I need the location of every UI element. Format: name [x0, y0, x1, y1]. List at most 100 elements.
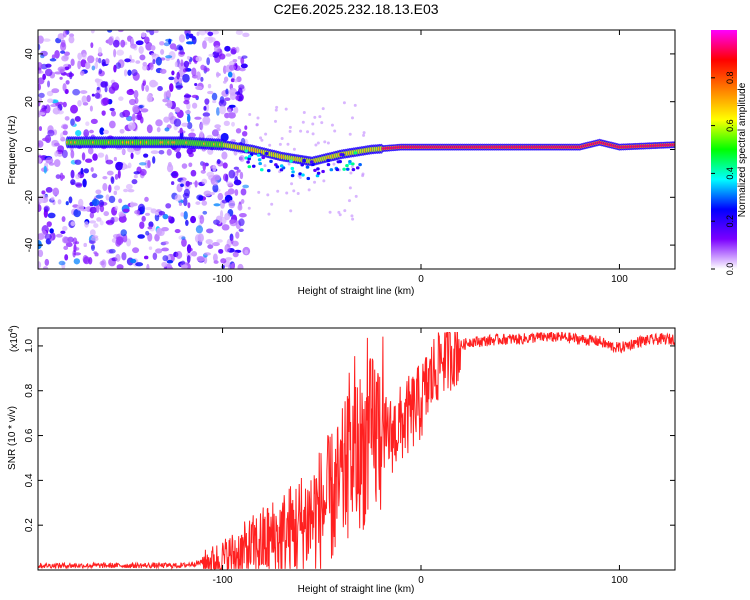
spectrogram-noise-cell [75, 129, 82, 137]
spectrogram-noise-cell [90, 167, 94, 173]
spectrogram-noise-cell [239, 67, 246, 72]
spectrogram-noise-cell [224, 45, 231, 52]
spectrogram-noise-cell [62, 83, 67, 92]
spectrogram-noise-cell [232, 59, 238, 63]
spectrogram-noise-cell [128, 98, 137, 106]
spectrogram-noise-cell [230, 235, 234, 245]
spectrogram-noise-cell [178, 202, 183, 206]
spectrogram-noise-cell [221, 224, 230, 231]
snr-y-tick-label: 1.0 [24, 339, 35, 353]
spectrogram-noise-cell [259, 136, 263, 140]
spectrogram-noise-cell [348, 132, 352, 136]
spectrogram-noise-cell [270, 202, 274, 206]
spectrogram-noise-cell [307, 188, 311, 192]
spectrogram-noise-cell [80, 167, 84, 175]
spectrogram-noise-cell [104, 86, 108, 93]
spectrogram-noise-cell [43, 38, 51, 42]
spectrogram-noise-cell [140, 108, 149, 113]
spectrogram-noise-cell [62, 101, 67, 108]
spectrogram-noise-cell [289, 209, 293, 213]
snr-x-tick-label: 0 [418, 575, 424, 586]
spectrogram-noise-cell [332, 162, 336, 166]
spectrogram-noise-cell [316, 141, 320, 145]
spectrogram-noise-cell [320, 121, 324, 125]
spectrogram-noise-cell [91, 173, 98, 179]
spectrogram-noise-cell [109, 107, 115, 112]
spectrogram-noise-cell [95, 57, 99, 63]
spectrogram-noise-cell [58, 260, 66, 266]
spectrogram-noise-cell [244, 125, 248, 130]
spectrogram-noise-cell [181, 264, 188, 269]
spectrogram-noise-cell [44, 233, 52, 240]
spectrogram-noise-cell [76, 204, 85, 211]
spectrogram-noise-cell [144, 212, 151, 216]
spectrogram-noise-cell [222, 162, 228, 169]
spectrogram-noise-cell [162, 241, 169, 245]
spectrogram-noise-cell [91, 198, 100, 206]
spectrogram-noise-cell [158, 210, 166, 216]
spectrogram-noise-cell [285, 191, 289, 195]
spectrogram-noise-cell [162, 255, 169, 262]
spectrogram-noise-cell [321, 107, 325, 111]
spectrogram-noise-cell [38, 261, 42, 269]
spectrogram-ridge-cell [348, 159, 352, 164]
spectrogram-noise-cell [169, 83, 174, 92]
spectrogram-noise-cell [107, 30, 113, 33]
spectrogram-noise-cell [181, 236, 186, 240]
spectrogram-noise-cell [144, 196, 149, 202]
spectrogram-ridge-cell [246, 160, 250, 164]
spectrogram-noise-cell [287, 162, 291, 166]
spectrogram-noise-cell [47, 212, 56, 219]
spectrogram-noise-cell [200, 169, 206, 174]
spectrogram-noise-cell [199, 130, 204, 140]
spectrogram-noise-cell [235, 30, 243, 35]
spectrogram-y-tick-label: 20 [24, 96, 35, 108]
spectrogram-noise-cell [51, 54, 56, 60]
spectrogram-noise-cell [233, 106, 239, 114]
spectrogram-noise-cell [153, 30, 159, 34]
spectrogram-noise-cell [266, 193, 270, 197]
spectrogram-ridge-cell [251, 164, 256, 168]
spectrogram-noise-cell [96, 217, 102, 222]
snr-panel: -100 0 100 0.2 0.4 0.6 0.8 1.0 Height of strai… [7, 325, 676, 595]
spectrogram-y-tick-label: 40 [24, 48, 35, 60]
spectrogram-noise-cell [168, 76, 175, 81]
spectrogram-noise-cell [161, 227, 169, 232]
spectrogram-noise-cell [99, 205, 105, 213]
spectrogram-noise-cell [72, 88, 81, 96]
snr-y-scale-base: (x10 [9, 332, 20, 352]
spectrogram-noise-cell [227, 71, 233, 78]
spectrogram-noise-cell [128, 88, 134, 93]
spectrogram-noise-cell [158, 149, 165, 155]
snr-y-tick-label: 0.4 [24, 473, 35, 487]
spectrogram-noise-cell [138, 46, 144, 54]
spectrogram-noise-cell [176, 71, 180, 80]
colorbar-ticks: 0.0 0.2 0.4 0.6 0.8 [711, 72, 735, 275]
spectrogram-ridge-cell [290, 174, 295, 178]
spectrogram-noise-cell [216, 127, 221, 132]
spectrogram-noise-cell [195, 85, 203, 90]
spectrogram-noise-cell [68, 35, 75, 44]
spectrogram-ridge-cell [309, 160, 314, 164]
spectrogram-noise-cell [87, 55, 95, 64]
spectrogram-noise-cell [70, 58, 75, 67]
spectrogram-noise-cell [138, 104, 144, 109]
spectrogram-noise-cell [206, 228, 214, 234]
spectrogram-ridge-cell [305, 165, 310, 169]
snr-y-tick-label: 0.8 [24, 383, 35, 397]
spectrogram-noise-cell [186, 255, 191, 264]
spectrogram-noise-cell [116, 49, 125, 56]
spectrogram-noise-cell [227, 258, 231, 262]
spectrogram-noise-cell [147, 232, 153, 242]
spectrogram-noise-cell [90, 42, 94, 49]
spectrogram-noise-cell [231, 121, 235, 127]
spectrogram-noise-cell [208, 53, 214, 57]
spectrogram-noise-cell [73, 209, 81, 218]
spectrogram-noise-cell [89, 206, 97, 214]
spectrogram-noise-cell [131, 179, 138, 185]
spectrogram-noise-cell [134, 210, 141, 215]
spectrogram-x-tick-label: 100 [611, 274, 628, 285]
spectrogram-noise-cell [183, 188, 191, 197]
spectrogram-ridge-cell [289, 159, 293, 163]
